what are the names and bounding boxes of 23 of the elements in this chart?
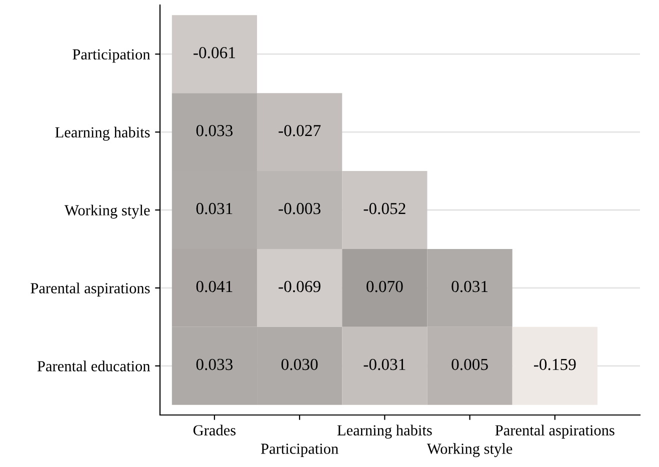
y-tick-label: Learning habits xyxy=(55,126,150,141)
data-label: -0.069 xyxy=(278,280,320,292)
data-label: -0.003 xyxy=(278,202,320,214)
x-tick-label: Parental aspirations xyxy=(495,424,614,439)
data-label: -0.159 xyxy=(534,358,576,370)
x-tick-label: Grades xyxy=(193,424,236,436)
data-label: -0.027 xyxy=(278,124,321,136)
y-tick-label: Working style xyxy=(64,204,150,219)
data-label: -0.031 xyxy=(364,358,406,370)
data-label: 0.041 xyxy=(196,280,232,292)
data-label: 0.070 xyxy=(366,280,403,292)
data-label: 0.031 xyxy=(452,280,488,292)
data-label: -0.061 xyxy=(194,47,235,58)
y-tick-label: Parental education xyxy=(37,360,150,372)
x-tick-label: Learning habits xyxy=(337,424,432,439)
data-label: -0.052 xyxy=(364,202,406,214)
y-tick-label: Participation xyxy=(72,49,150,63)
y-tick-label: Parental aspirations xyxy=(30,282,150,296)
data-label: 0.030 xyxy=(281,358,318,370)
data-label: 0.005 xyxy=(452,358,488,370)
data-label: 0.033 xyxy=(196,358,233,370)
data-label: 0.031 xyxy=(196,202,232,214)
data-label: 0.033 xyxy=(196,124,233,136)
